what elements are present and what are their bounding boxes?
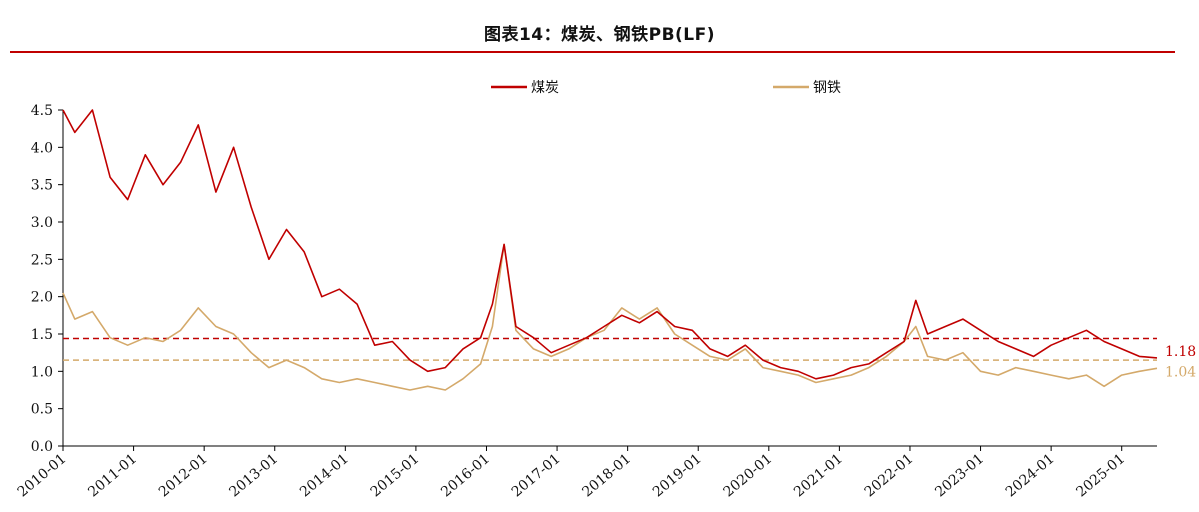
x-tick-label: 2021-01 (791, 451, 846, 501)
y-tick-label: 3.0 (31, 215, 53, 231)
y-tick-label: 2.5 (31, 252, 53, 268)
y-tick-label: 2.0 (31, 290, 53, 306)
x-tick-label: 2022-01 (862, 451, 917, 501)
x-tick-label: 2023-01 (932, 451, 987, 501)
x-tick-label: 2016-01 (438, 451, 493, 501)
end-labels: 1.18 1.04 (1165, 344, 1196, 380)
x-tick-label: 2024-01 (1003, 451, 1058, 501)
y-tick-label: 4.5 (31, 103, 53, 119)
y-tick-label: 1.5 (31, 327, 53, 343)
series-line-煤炭 (62, 109, 1158, 380)
title-underline (10, 51, 1175, 53)
axes: 0.0 0.5 1.0 1.5 2.0 2.5 3.0 3.5 4.0 4.5 2010-01 201… (15, 103, 1157, 500)
x-tick-label: 2018-01 (579, 451, 634, 501)
legend-label-煤炭: 煤炭 (531, 80, 559, 96)
x-tick-label: 2020-01 (721, 451, 776, 501)
y-tick-label: 0.0 (31, 439, 53, 455)
legend: 煤炭 钢铁 (491, 80, 841, 96)
series-line-钢铁 (62, 243, 1158, 391)
end-label-煤炭: 1.18 (1165, 344, 1196, 360)
legend-label-钢铁: 钢铁 (813, 80, 841, 96)
x-tick-label: 2017-01 (509, 451, 564, 501)
x-tick-label: 2011-01 (85, 451, 140, 501)
x-tick-label: 2019-01 (650, 451, 705, 501)
y-tick-label: 3.5 (31, 178, 53, 194)
y-tick-label: 4.0 (31, 140, 53, 156)
y-tick-label: 0.5 (31, 402, 53, 418)
chart-title: 图表14：煤炭、钢铁PB(LF) (483, 25, 716, 45)
series-lines (62, 109, 1158, 391)
x-tick-label: 2025-01 (1073, 451, 1128, 501)
reference-lines (63, 337, 1157, 361)
y-tick-label: 1.0 (31, 364, 53, 380)
x-tick-label: 2015-01 (368, 451, 423, 501)
x-tick-label: 2012-01 (156, 451, 211, 501)
end-label-钢铁: 1.04 (1165, 364, 1196, 380)
x-tick-label: 2010-01 (15, 451, 70, 501)
x-tick-label: 2014-01 (297, 451, 352, 501)
x-tick-label: 2013-01 (226, 451, 281, 501)
